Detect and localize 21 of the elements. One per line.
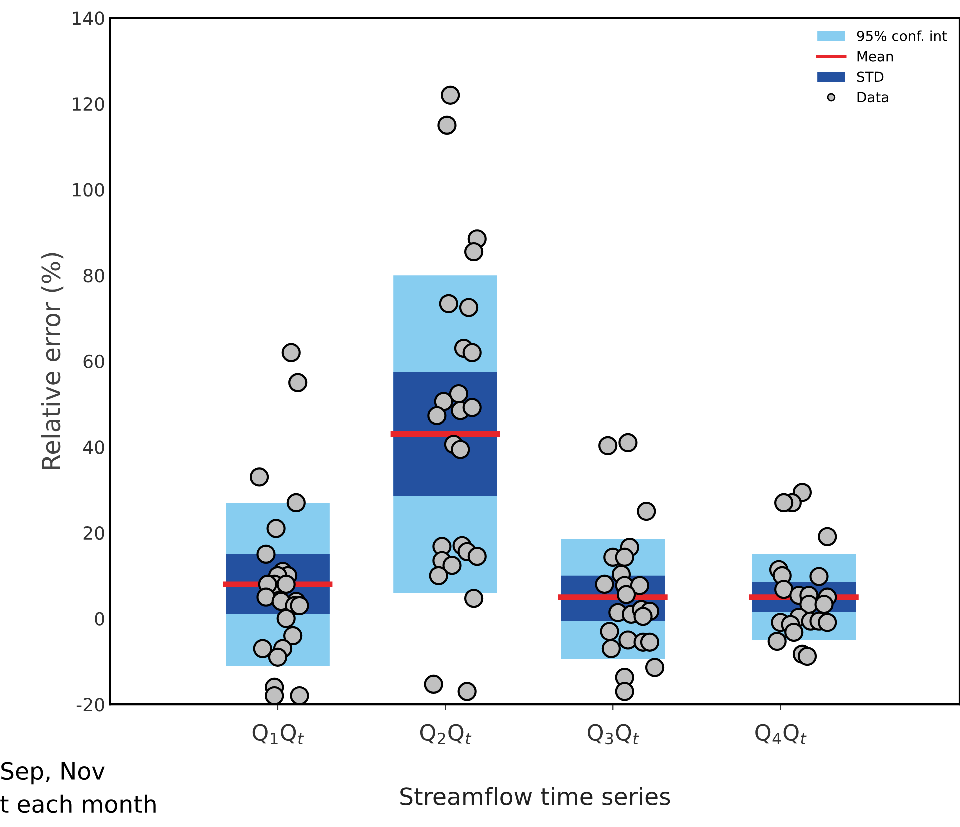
y-tick-label: -20: [76, 698, 104, 712]
y-tick-label: 120: [73, 97, 104, 112]
legend-label: Data: [858, 92, 888, 103]
text: Sep, Nov: [2, 762, 105, 785]
x-tick-label: Q$_{3}$Q$_{t}$: [588, 724, 640, 745]
legend-label: Mean: [858, 52, 894, 62]
y-tick-label: 20: [84, 526, 104, 540]
legend-label: STD: [857, 72, 884, 82]
legend-label: 95% conf. int: [857, 30, 948, 42]
y-tick-label: 80: [84, 269, 104, 283]
y-tick-label: 60: [84, 354, 104, 369]
y-tick-label: 140: [73, 12, 104, 26]
text: t each month: [0, 794, 156, 814]
y-tick-label: 40: [83, 440, 104, 454]
x-tick-label: Q$_{4}$Q$_{t}$: [756, 724, 807, 744]
x-tick-label: Q$_{1}$Q$_{t}$: [252, 724, 304, 744]
y-axis-title: Relative error (%): [41, 253, 64, 470]
y-tick-label: 100: [73, 183, 104, 197]
x-tick-label: Q$_{2}$Q$_{t}$: [420, 724, 472, 744]
x-axis-title: Streamflow time series: [400, 787, 670, 806]
y-tick-label: 0: [95, 612, 104, 626]
